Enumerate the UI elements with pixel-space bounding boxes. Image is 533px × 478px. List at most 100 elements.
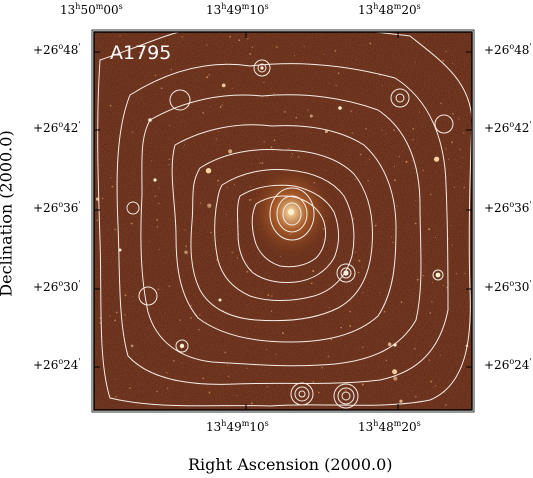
star	[199, 202, 202, 204]
star	[273, 92, 275, 95]
star	[368, 158, 371, 161]
plot-frame-inner	[91, 29, 475, 413]
star	[399, 399, 403, 403]
star	[154, 74, 157, 77]
star	[463, 186, 465, 189]
star	[263, 81, 265, 84]
source-contour	[126, 201, 140, 215]
star	[273, 139, 276, 142]
star	[400, 301, 403, 304]
star	[362, 292, 364, 294]
star	[110, 177, 112, 179]
star	[119, 35, 121, 37]
star	[445, 148, 447, 150]
dec-tick-left: +26o30'	[33, 279, 81, 294]
dec-tick-left: +26o36'	[33, 200, 81, 215]
star	[215, 138, 217, 140]
star	[179, 319, 181, 321]
star	[151, 160, 153, 162]
star	[442, 285, 444, 287]
star	[275, 353, 277, 355]
star	[452, 63, 453, 65]
star	[322, 227, 325, 230]
star	[132, 296, 134, 298]
x-axis-title: Right Ascension (2000.0)	[188, 455, 393, 474]
star	[351, 132, 354, 134]
source-contour	[294, 386, 310, 402]
star	[416, 278, 419, 281]
star	[159, 248, 161, 251]
source-contour	[343, 270, 349, 276]
star	[418, 111, 420, 113]
star	[398, 155, 400, 157]
star	[154, 195, 157, 197]
star	[381, 85, 383, 86]
star	[266, 349, 268, 351]
star	[259, 162, 261, 164]
star	[328, 307, 330, 309]
star	[310, 282, 313, 285]
star	[405, 160, 408, 163]
star	[422, 274, 425, 277]
contour-3	[140, 94, 422, 367]
star	[431, 301, 433, 303]
dec-tick-left: +26o48'	[33, 42, 81, 57]
star	[354, 178, 356, 180]
star	[168, 125, 171, 127]
axis-ticks	[93, 32, 472, 410]
star	[166, 387, 169, 389]
star	[294, 54, 296, 56]
star	[428, 359, 431, 362]
star	[429, 193, 432, 196]
star	[312, 381, 315, 383]
star	[270, 146, 273, 149]
ra-tick-bottom: 13h48m20s	[358, 419, 421, 434]
star	[463, 132, 465, 134]
star	[322, 239, 324, 241]
bright-star	[260, 66, 264, 70]
source-contour	[390, 88, 410, 108]
star	[381, 129, 383, 131]
dec-tick-right: +26o42'	[484, 120, 532, 135]
star	[349, 310, 352, 313]
star	[445, 404, 447, 406]
star	[166, 372, 168, 374]
source-contour	[434, 114, 454, 134]
star	[109, 315, 111, 317]
star	[206, 76, 209, 79]
xray-contours	[97, 32, 472, 409]
star	[327, 355, 330, 358]
star	[250, 199, 252, 201]
y-axis-title: Declination (2000.0)	[0, 130, 16, 297]
star	[435, 236, 436, 238]
star	[114, 228, 116, 231]
star	[202, 377, 205, 380]
star	[275, 45, 276, 47]
star	[393, 129, 395, 132]
star	[291, 153, 293, 155]
star	[149, 312, 151, 314]
star	[385, 133, 387, 135]
star	[361, 346, 364, 349]
star	[324, 54, 325, 55]
star	[392, 241, 395, 244]
source-contour	[138, 286, 158, 306]
star	[387, 342, 392, 347]
star	[226, 186, 228, 189]
ra-tick-top: 13h49m10s	[206, 2, 269, 17]
star	[115, 311, 118, 314]
star	[434, 156, 440, 162]
star	[393, 165, 396, 168]
star	[217, 184, 219, 186]
star	[393, 376, 398, 381]
star	[219, 106, 222, 108]
star	[228, 149, 233, 154]
star	[223, 310, 225, 312]
dec-tick-right: +26o24'	[484, 357, 532, 372]
star	[227, 364, 229, 366]
star	[238, 39, 241, 42]
star	[288, 148, 289, 150]
star	[349, 300, 351, 302]
star	[231, 87, 233, 89]
star	[432, 282, 433, 283]
